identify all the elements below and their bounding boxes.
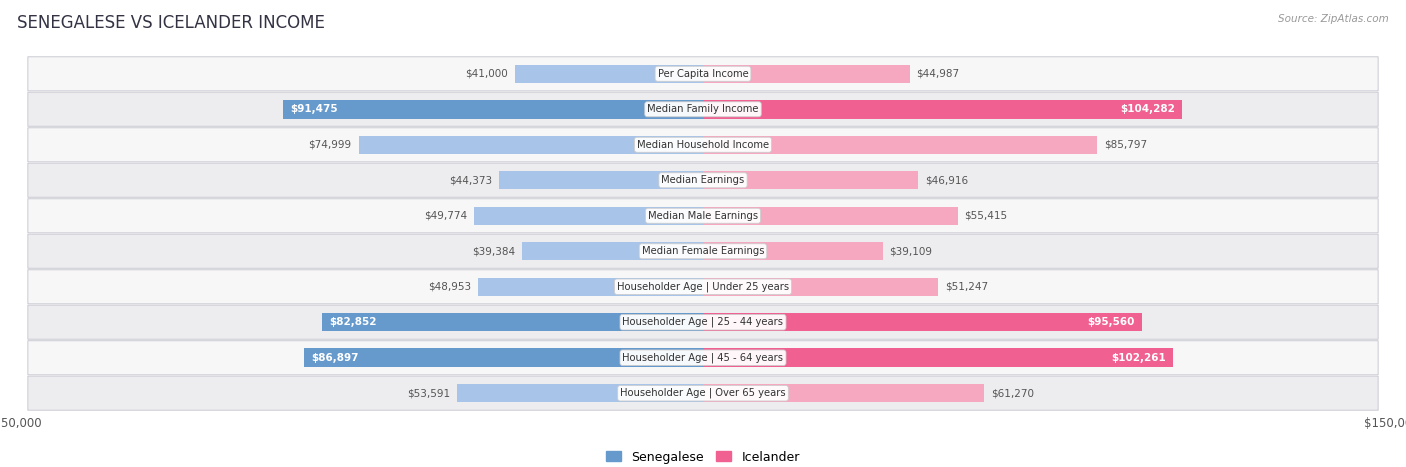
Legend: Senegalese, Icelander: Senegalese, Icelander	[602, 446, 804, 467]
Bar	[703, 313, 1142, 332]
Bar	[703, 348, 1173, 367]
Text: $46,916: $46,916	[925, 175, 969, 185]
Text: $95,560: $95,560	[1088, 317, 1135, 327]
FancyBboxPatch shape	[28, 57, 1378, 91]
Bar	[359, 135, 703, 154]
Text: $41,000: $41,000	[465, 69, 508, 79]
Text: $39,384: $39,384	[472, 246, 515, 256]
Text: Householder Age | Under 25 years: Householder Age | Under 25 years	[617, 282, 789, 292]
Bar	[703, 64, 910, 83]
Bar	[703, 171, 918, 190]
Bar	[703, 206, 957, 225]
Text: Median Female Earnings: Median Female Earnings	[641, 246, 765, 256]
Text: $44,987: $44,987	[917, 69, 960, 79]
FancyBboxPatch shape	[28, 234, 1378, 268]
Text: $102,261: $102,261	[1111, 353, 1166, 363]
FancyBboxPatch shape	[28, 163, 1378, 197]
Bar	[522, 242, 703, 261]
Bar	[703, 135, 1097, 154]
Text: Median Family Income: Median Family Income	[647, 104, 759, 114]
Text: $48,953: $48,953	[429, 282, 471, 292]
Bar	[283, 100, 703, 119]
Text: $53,591: $53,591	[406, 388, 450, 398]
Text: $39,109: $39,109	[890, 246, 932, 256]
Text: $86,897: $86,897	[311, 353, 359, 363]
Text: Per Capita Income: Per Capita Income	[658, 69, 748, 79]
Text: $74,999: $74,999	[308, 140, 352, 150]
Bar	[515, 64, 703, 83]
Bar	[478, 277, 703, 296]
Text: Median Earnings: Median Earnings	[661, 175, 745, 185]
FancyBboxPatch shape	[28, 341, 1378, 375]
Bar	[703, 100, 1182, 119]
Bar	[703, 277, 938, 296]
Text: $91,475: $91,475	[290, 104, 337, 114]
Text: Householder Age | 45 - 64 years: Householder Age | 45 - 64 years	[623, 353, 783, 363]
Text: $55,415: $55,415	[965, 211, 1008, 221]
Bar	[499, 171, 703, 190]
FancyBboxPatch shape	[28, 305, 1378, 339]
Text: Median Male Earnings: Median Male Earnings	[648, 211, 758, 221]
Bar	[703, 242, 883, 261]
FancyBboxPatch shape	[28, 92, 1378, 126]
Bar	[474, 206, 703, 225]
Bar	[457, 384, 703, 403]
Text: Median Household Income: Median Household Income	[637, 140, 769, 150]
FancyBboxPatch shape	[28, 270, 1378, 304]
Text: SENEGALESE VS ICELANDER INCOME: SENEGALESE VS ICELANDER INCOME	[17, 14, 325, 32]
FancyBboxPatch shape	[28, 376, 1378, 410]
Text: $44,373: $44,373	[449, 175, 492, 185]
Text: Householder Age | Over 65 years: Householder Age | Over 65 years	[620, 388, 786, 398]
Text: Source: ZipAtlas.com: Source: ZipAtlas.com	[1278, 14, 1389, 24]
Bar	[322, 313, 703, 332]
Text: $61,270: $61,270	[991, 388, 1035, 398]
FancyBboxPatch shape	[28, 128, 1378, 162]
Bar	[304, 348, 703, 367]
Text: $85,797: $85,797	[1104, 140, 1147, 150]
FancyBboxPatch shape	[28, 199, 1378, 233]
Text: $51,247: $51,247	[945, 282, 988, 292]
Text: Householder Age | 25 - 44 years: Householder Age | 25 - 44 years	[623, 317, 783, 327]
Bar	[703, 384, 984, 403]
Text: $104,282: $104,282	[1121, 104, 1175, 114]
Text: $82,852: $82,852	[329, 317, 377, 327]
Text: $49,774: $49,774	[425, 211, 468, 221]
